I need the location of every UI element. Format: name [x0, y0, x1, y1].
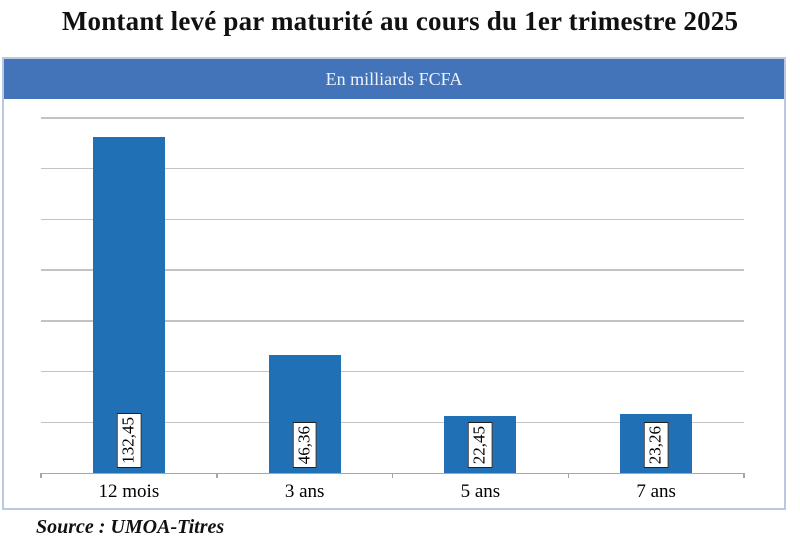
- chart-title: Montant levé par maturité au cours du 1e…: [61, 6, 739, 36]
- bar-5-ans: 22,45: [444, 416, 517, 473]
- bar-3-ans: 46,36: [268, 355, 341, 473]
- gridline: [41, 167, 744, 170]
- x-axis-category-label: 7 ans: [636, 481, 676, 502]
- bar-value-text: 46,36: [294, 425, 314, 464]
- gridline: [41, 218, 744, 221]
- x-axis-tick: [391, 473, 394, 478]
- gridline: [41, 117, 744, 119]
- bar-value-label: 22,45: [468, 421, 493, 468]
- plot-area: 132,45 12 mois 46,36 3 ans 22,45 5 ans 23,26 7 …: [40, 117, 745, 502]
- source-note: Source : UMOA-Titres: [36, 516, 225, 538]
- gridline: [41, 320, 744, 322]
- chart-figure: En milliards FCFA 132,45 12 mois 46,36 3 an…: [2, 57, 786, 510]
- bar-value-label: 132,45: [116, 413, 142, 468]
- bar-value-text: 23,26: [645, 425, 665, 464]
- x-axis-tick: [40, 473, 42, 478]
- x-axis-tick: [567, 473, 569, 478]
- bar-value-text: 22,45: [470, 425, 490, 464]
- unit-banner: En milliards FCFA: [4, 59, 784, 99]
- gridline: [41, 370, 744, 373]
- gridline: [41, 269, 744, 271]
- bar-7-ans: 23,26: [620, 414, 693, 473]
- x-axis-tick: [216, 473, 218, 478]
- bar-12-mois: 132,45: [92, 137, 165, 473]
- x-axis-category-label: 5 ans: [460, 481, 501, 502]
- gridline: [41, 421, 744, 424]
- bar-value-text: 132,45: [118, 417, 138, 464]
- x-axis-category-label: 12 mois: [98, 481, 160, 502]
- bar-value-label: 23,26: [643, 421, 669, 468]
- x-axis-category-label: 3 ans: [284, 481, 325, 502]
- x-axis-tick: [743, 473, 745, 478]
- bar-value-label: 46,36: [292, 421, 317, 468]
